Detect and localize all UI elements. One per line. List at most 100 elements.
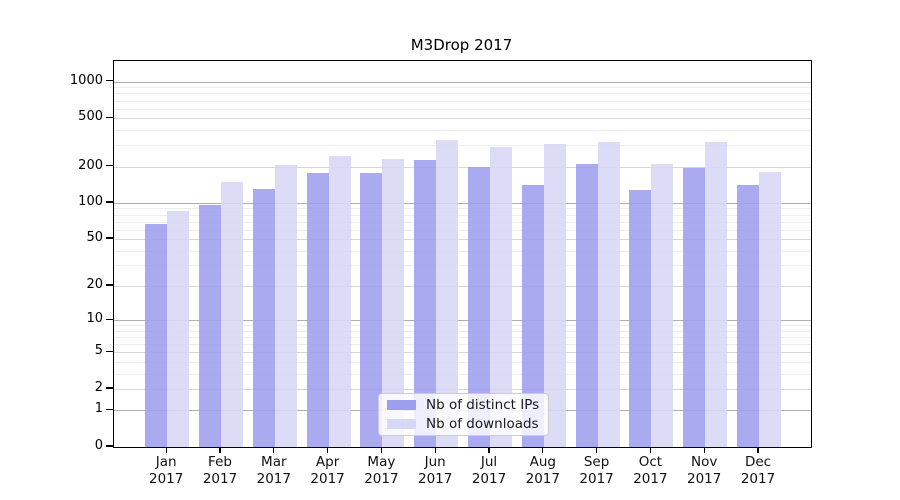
x-tick-month: Aug (529, 454, 556, 470)
x-tick-month: Nov (691, 454, 718, 470)
minor-gridline (114, 361, 811, 363)
bar-distinct-ips (360, 173, 383, 447)
x-tick-label: Sep 2017 (569, 454, 625, 487)
bar-downloads (705, 142, 728, 447)
y-tick-label: 10 (86, 311, 103, 327)
x-tick-label: Feb 2017 (192, 454, 248, 487)
x-tick-year: 2017 (525, 470, 560, 487)
x-tick-month: Feb (208, 454, 232, 470)
x-tick-month: May (367, 454, 396, 470)
legend-swatch-distinct-ips (387, 400, 416, 410)
y-tick-label: 500 (78, 109, 103, 125)
bar-distinct-ips (306, 173, 329, 447)
mid-gridline (114, 239, 811, 241)
minor-gridline (114, 344, 811, 346)
bar-distinct-ips (737, 185, 759, 447)
minor-gridline (114, 145, 811, 147)
x-tick-mark (488, 447, 490, 453)
major-gridline (114, 320, 811, 322)
bar-distinct-ips (468, 166, 490, 447)
x-tick-mark (434, 447, 436, 453)
x-tick-month: Apr (315, 454, 340, 470)
y-tick-label: 200 (78, 157, 103, 173)
x-tick-mark (326, 447, 329, 453)
x-tick-year: 2017 (579, 470, 614, 487)
major-gridline (114, 81, 811, 83)
chart-title: M3Drop 2017 (410, 36, 513, 54)
x-tick-label: Oct 2017 (622, 454, 678, 487)
bar-downloads (651, 163, 674, 447)
bar-downloads (759, 171, 781, 447)
bar-distinct-ips (252, 189, 275, 447)
x-tick-label: Aug 2017 (515, 454, 571, 487)
x-tick-year: 2017 (633, 470, 668, 487)
y-tick-label: 20 (86, 277, 103, 293)
x-tick-month: Jun (424, 454, 446, 470)
legend-label-distinct-ips: Nb of distinct IPs (426, 397, 540, 413)
x-tick-label: Jan 2017 (138, 454, 194, 487)
y-tick-label: 5 (94, 343, 103, 359)
minor-gridline (114, 87, 811, 89)
x-tick-mark (542, 447, 544, 453)
bar-downloads (543, 143, 566, 447)
y-tick-mark (106, 237, 113, 239)
x-tick-year: 2017 (364, 470, 399, 487)
mid-gridline (114, 286, 811, 288)
bar-downloads (167, 210, 190, 447)
y-tick-mark (106, 445, 113, 447)
legend-label-downloads: Nb of downloads (426, 416, 539, 432)
x-tick-label: Apr 2017 (300, 454, 356, 487)
y-tick-mark (106, 318, 113, 320)
minor-gridline (114, 330, 811, 332)
x-tick-month: Jan (155, 454, 177, 470)
x-tick-label: Mar 2017 (246, 454, 302, 487)
minor-gridline (114, 325, 811, 327)
x-tick-year: 2017 (740, 470, 776, 487)
x-tick-year: 2017 (418, 470, 453, 487)
x-tick-year: 2017 (149, 470, 184, 487)
bar-downloads (436, 139, 459, 447)
minor-gridline (114, 108, 811, 110)
minor-gridline (114, 130, 811, 132)
minor-gridline (114, 229, 811, 231)
bar-distinct-ips (199, 204, 221, 447)
x-tick-label: Jul 2017 (461, 454, 517, 487)
x-tick-year: 2017 (687, 470, 722, 487)
x-tick-mark (757, 447, 759, 453)
legend-item-distinct-ips: Nb of distinct IPs (385, 397, 542, 413)
y-tick-mark (106, 201, 113, 203)
y-tick-label: 0 (94, 438, 103, 453)
bar-distinct-ips (629, 190, 652, 447)
x-tick-label: Dec 2017 (730, 454, 786, 487)
y-tick-label: 1 (94, 401, 103, 417)
minor-gridline (114, 208, 811, 210)
mid-gridline (114, 118, 811, 120)
x-tick-month: Oct (638, 454, 663, 470)
bar-distinct-ips (414, 159, 437, 447)
y-tick-mark (106, 284, 113, 286)
legend: Nb of distinct IPs Nb of downloads (378, 393, 549, 436)
minor-gridline (114, 93, 811, 95)
bar-downloads (490, 146, 512, 447)
x-tick-year: 2017 (256, 470, 291, 487)
minor-gridline (114, 337, 811, 339)
mid-gridline (114, 388, 811, 390)
minor-gridline (114, 221, 811, 223)
minor-gridline (114, 373, 811, 375)
mid-gridline (114, 352, 811, 354)
y-tick-mark (106, 387, 113, 389)
bar-distinct-ips (521, 185, 544, 447)
y-tick-label: 50 (86, 230, 103, 246)
y-tick-mark (106, 80, 113, 82)
minor-gridline (114, 250, 811, 252)
major-gridline (114, 202, 811, 204)
x-tick-label: Nov 2017 (676, 454, 732, 487)
x-tick-month: Dec (744, 454, 772, 470)
y-tick-mark (106, 164, 113, 167)
bar-downloads (274, 164, 297, 447)
minor-gridline (114, 265, 811, 267)
legend-swatch-downloads (387, 419, 416, 429)
x-tick-month: Sep (583, 454, 610, 470)
bar-downloads (597, 142, 620, 447)
